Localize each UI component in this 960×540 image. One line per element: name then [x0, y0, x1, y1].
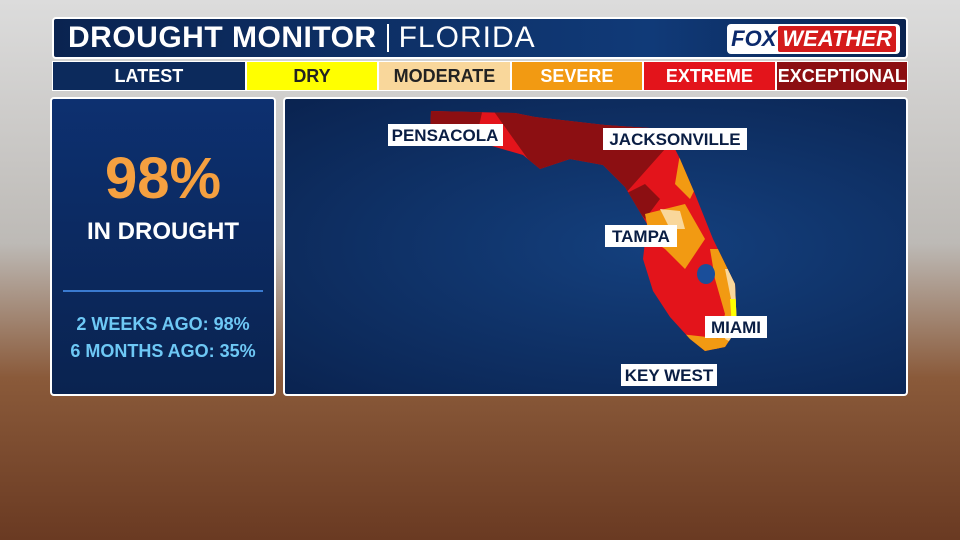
legend-item: EXCEPTIONAL [775, 61, 909, 91]
city-label: MIAMI [711, 318, 761, 337]
history: 6 MONTHS AGO: 35% [70, 341, 256, 361]
city-label: KEY WEST [625, 366, 714, 385]
logo-right: WEATHER [778, 26, 896, 52]
city-label: TAMPA [612, 227, 670, 246]
separator [386, 24, 389, 52]
legend-item: SEVERE [510, 61, 644, 91]
city-label: JACKSONVILLE [609, 130, 740, 149]
title: DROUGHT MONITOR [68, 21, 377, 54]
legend-item: DRY [245, 61, 379, 91]
stat-label: IN DROUGHT [87, 218, 239, 245]
logo-left: FOX [731, 26, 777, 51]
map-panel: PENSACOLA JACKSONVILLE TAMPA MIAMI KEY W… [283, 97, 908, 396]
map: PENSACOLA JACKSONVILLE TAMPA MIAMI KEY W… [388, 111, 767, 386]
history: 2 WEEKS AGO: 98% [76, 314, 250, 334]
header: DROUGHT MONITOR FLORIDA FOX WEATHER [52, 17, 908, 59]
city-label: PENSACOLA [392, 126, 499, 145]
legend-item: MODERATE [378, 61, 511, 91]
city-labels: PENSACOLA JACKSONVILLE TAMPA MIAMI KEY W… [388, 124, 767, 386]
legend-item: EXTREME [643, 61, 776, 91]
legend-item: LATEST [52, 61, 246, 91]
region: FLORIDA [398, 21, 536, 54]
divider [63, 290, 263, 292]
stats-panel: 98% IN DROUGHT 2 WEEKS AGO: 98% 6 MONTHS… [50, 97, 276, 396]
legend: LATEST DRY MODERATE SEVERE EXTREME EXCEP… [52, 61, 909, 91]
stat-value: 98% [104, 146, 222, 211]
logo: FOX WEATHER [727, 24, 900, 54]
